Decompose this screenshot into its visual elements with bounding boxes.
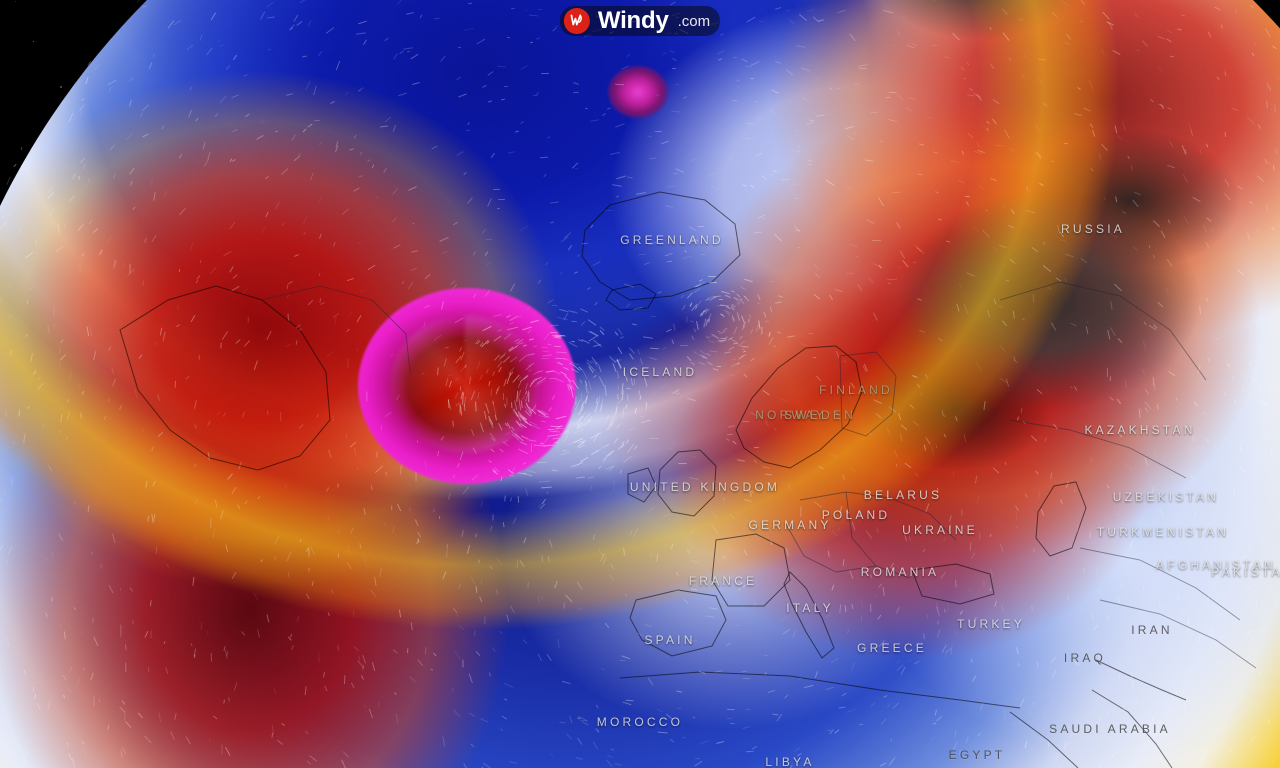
windy-logo-icon	[563, 8, 590, 34]
windy-logo[interactable]: Windy .com	[559, 6, 721, 36]
polar-cyclone-icon	[608, 66, 668, 118]
main-cyclone-swirl-icon	[390, 315, 540, 453]
windy-brand-name: Windy	[597, 7, 669, 34]
windy-brand-tld: .com	[677, 12, 711, 30]
